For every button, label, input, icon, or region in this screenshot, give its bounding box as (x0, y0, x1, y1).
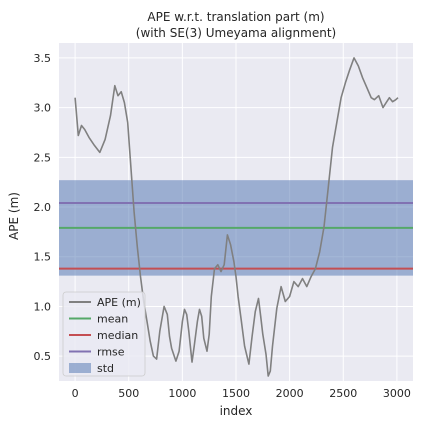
stat-lines (59, 180, 413, 276)
legend-label: std (97, 362, 114, 375)
ape-series-line (74, 57, 399, 377)
y-tick-label: 3.0 (34, 102, 52, 115)
legend-label: mean (97, 313, 128, 326)
chart-title-line-1: APE w.r.t. translation part (m) (147, 10, 324, 24)
y-axis-label: APE (m) (7, 192, 21, 240)
series-group (74, 57, 399, 377)
legend-label: rmse (97, 346, 125, 359)
x-tick-label: 2500 (329, 387, 357, 400)
y-tick-label: 1.0 (34, 300, 52, 313)
x-tick-label: 0 (72, 387, 79, 400)
x-tick-label: 3000 (383, 387, 411, 400)
legend: APE (m) mean median rmse std (62, 291, 146, 377)
y-tick-label: 3.5 (34, 52, 52, 65)
x-tick-label: 2000 (276, 387, 304, 400)
y-tick-label: 0.5 (34, 350, 52, 363)
x-axis-label: index (220, 404, 253, 418)
x-tick-label: 1500 (222, 387, 250, 400)
legend-label: median (97, 329, 138, 342)
x-tick-label: 1000 (168, 387, 196, 400)
y-axis: 0.5 1.0 1.5 2.0 2.5 3.0 3.5 (34, 52, 52, 363)
legend-swatch-std (69, 363, 91, 373)
y-tick-label: 2.0 (34, 201, 52, 214)
x-tick-label: 500 (118, 387, 139, 400)
x-axis: 0 500 1000 1500 2000 2500 3000 (72, 387, 411, 400)
y-tick-label: 2.5 (34, 151, 52, 164)
y-tick-label: 1.5 (34, 251, 52, 264)
legend-box (62, 291, 146, 377)
legend-label: APE (m) (97, 296, 141, 309)
chart-title-line-2: (with SE(3) Umeyama alignment) (136, 26, 336, 40)
